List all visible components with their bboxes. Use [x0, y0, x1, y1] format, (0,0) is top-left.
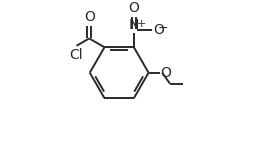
Text: O: O — [129, 1, 139, 15]
Text: +: + — [137, 19, 146, 29]
Text: O: O — [153, 23, 164, 37]
Text: O: O — [160, 66, 171, 80]
Text: Cl: Cl — [69, 48, 83, 62]
Text: N: N — [128, 18, 139, 32]
Text: −: − — [157, 22, 168, 35]
Text: O: O — [84, 10, 95, 24]
